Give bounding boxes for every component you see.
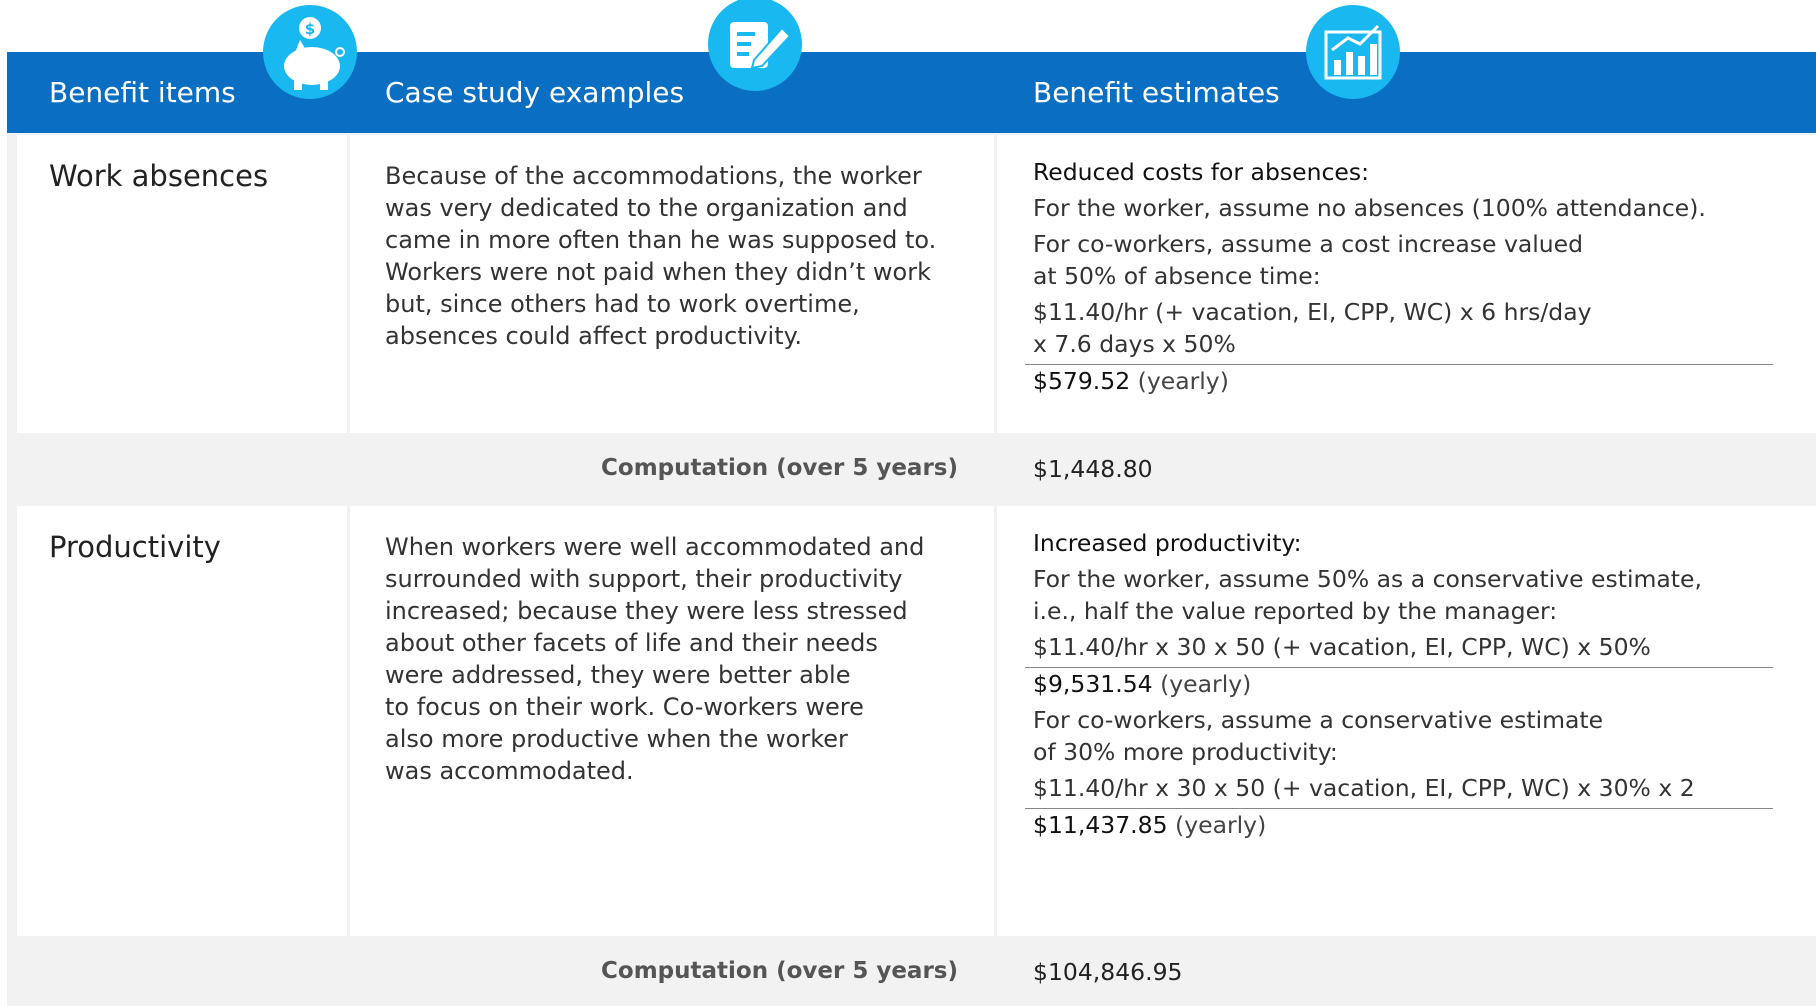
example-line: increased; because they were less stress… <box>385 597 908 625</box>
estimate-line: Reduced costs for absences: <box>1033 158 1370 186</box>
example-line: came in more often than he was supposed … <box>385 226 937 254</box>
piggy-icon: $ <box>263 5 357 99</box>
estimate-cell <box>997 135 1816 433</box>
estimate-text: Reduced costs for absences: For the worke… <box>1025 156 1773 401</box>
example-text: When workers were well accommodated and s… <box>385 531 924 787</box>
example-line: was accommodated. <box>385 757 634 785</box>
computation-row <box>17 435 1816 504</box>
computation-label: Computation (over 5 years) <box>601 958 958 984</box>
estimate-result: $11,437.85 (yearly) <box>1025 808 1773 841</box>
estimate-line: $11.40/hr x 30 x 50 (+ vacation, EI, CPP… <box>1033 774 1695 802</box>
example-line: about other facets of life and their nee… <box>385 629 878 657</box>
estimate-paragraph: $11.40/hr x 30 x 50 (+ vacation, EI, CPP… <box>1033 631 1773 663</box>
estimate-line: For co-workers, assume a conservative es… <box>1033 706 1604 734</box>
item-cell <box>17 135 347 433</box>
estimate-result: $9,531.54 (yearly) <box>1025 667 1773 700</box>
benefit-item: Work absences <box>49 159 269 193</box>
estimate-line: Increased productivity: <box>1033 529 1302 557</box>
estimate-paragraph: For the worker, assume no absences (100%… <box>1033 192 1773 224</box>
estimate-line: x 7.6 days x 50% <box>1033 330 1236 358</box>
estimate-paragraph: Increased productivity: <box>1033 527 1773 559</box>
result-note: (yearly) <box>1137 367 1229 395</box>
estimate-paragraph: $11.40/hr x 30 x 50 (+ vacation, EI, CPP… <box>1033 772 1773 804</box>
estimate-line: $11.40/hr (+ vacation, EI, CPP, WC) x 6 … <box>1033 298 1592 326</box>
computation-row <box>17 938 1816 1006</box>
chart-icon <box>1306 5 1400 99</box>
example-line: When workers were well accommodated and <box>385 533 925 561</box>
example-line: Workers were not paid when they didn’t w… <box>385 258 931 286</box>
estimate-paragraph: $11.40/hr (+ vacation, EI, CPP, WC) x 6 … <box>1033 296 1773 360</box>
result-note: (yearly) <box>1160 670 1252 698</box>
example-line: to focus on their work. Co-workers were <box>385 693 864 721</box>
estimate-result: $579.52 (yearly) <box>1025 364 1773 397</box>
estimate-line: For the worker, assume 50% as a conserva… <box>1033 565 1702 593</box>
estimate-text: Increased productivity: For the worker, a… <box>1025 527 1773 845</box>
example-line: surrounded with support, their productiv… <box>385 565 903 593</box>
item-cell <box>17 506 347 936</box>
estimate-line: of 30% more productivity: <box>1033 738 1338 766</box>
header-cell: Case study examples <box>385 76 685 109</box>
example-cell <box>350 506 994 936</box>
example-cell <box>350 135 994 433</box>
notepad-icon <box>708 0 802 91</box>
header-cell: Benefit estimates <box>1033 76 1280 109</box>
estimate-paragraph: Reduced costs for absences: <box>1033 156 1773 188</box>
example-line: Because of the accommodations, the worke… <box>385 162 922 190</box>
example-text: Because of the accommodations, the worke… <box>385 160 936 352</box>
icons: $ <box>263 0 1400 99</box>
estimate-paragraph: For the worker, assume 50% as a conserva… <box>1033 563 1773 627</box>
result-value: $11,437.85 <box>1033 811 1168 839</box>
example-line: was very dedicated to the organization a… <box>385 194 908 222</box>
example-line: also more productive when the worker <box>385 725 848 753</box>
computation-value: $104,846.95 <box>1033 958 1183 986</box>
estimate-line: i.e., half the value reported by the man… <box>1033 597 1558 625</box>
example-line: but, since others had to work overtime, <box>385 290 860 318</box>
result-note: (yearly) <box>1175 811 1267 839</box>
svg-text:$: $ <box>305 20 315 38</box>
computation-label: Computation (over 5 years) <box>601 455 958 481</box>
header-cell: Benefit items <box>49 76 236 109</box>
estimate-cell <box>997 506 1816 936</box>
estimate-line: at 50% of absence time: <box>1033 262 1321 290</box>
estimate-line: For the worker, assume no absences (100%… <box>1033 194 1706 222</box>
estimate-paragraph: For co-workers, assume a conservative es… <box>1033 704 1773 768</box>
estimate-paragraph: For co-workers, assume a cost increase v… <box>1033 228 1773 292</box>
computation-value: $1,448.80 <box>1033 455 1153 483</box>
result-value: $9,531.54 <box>1033 670 1153 698</box>
benefit-item: Productivity <box>49 530 221 564</box>
example-line: absences could affect productivity. <box>385 322 803 350</box>
result-value: $579.52 <box>1033 367 1131 395</box>
example-line: were addressed, they were better able <box>385 661 851 689</box>
estimate-line: $11.40/hr x 30 x 50 (+ vacation, EI, CPP… <box>1033 633 1651 661</box>
estimate-line: For co-workers, assume a cost increase v… <box>1033 230 1584 258</box>
